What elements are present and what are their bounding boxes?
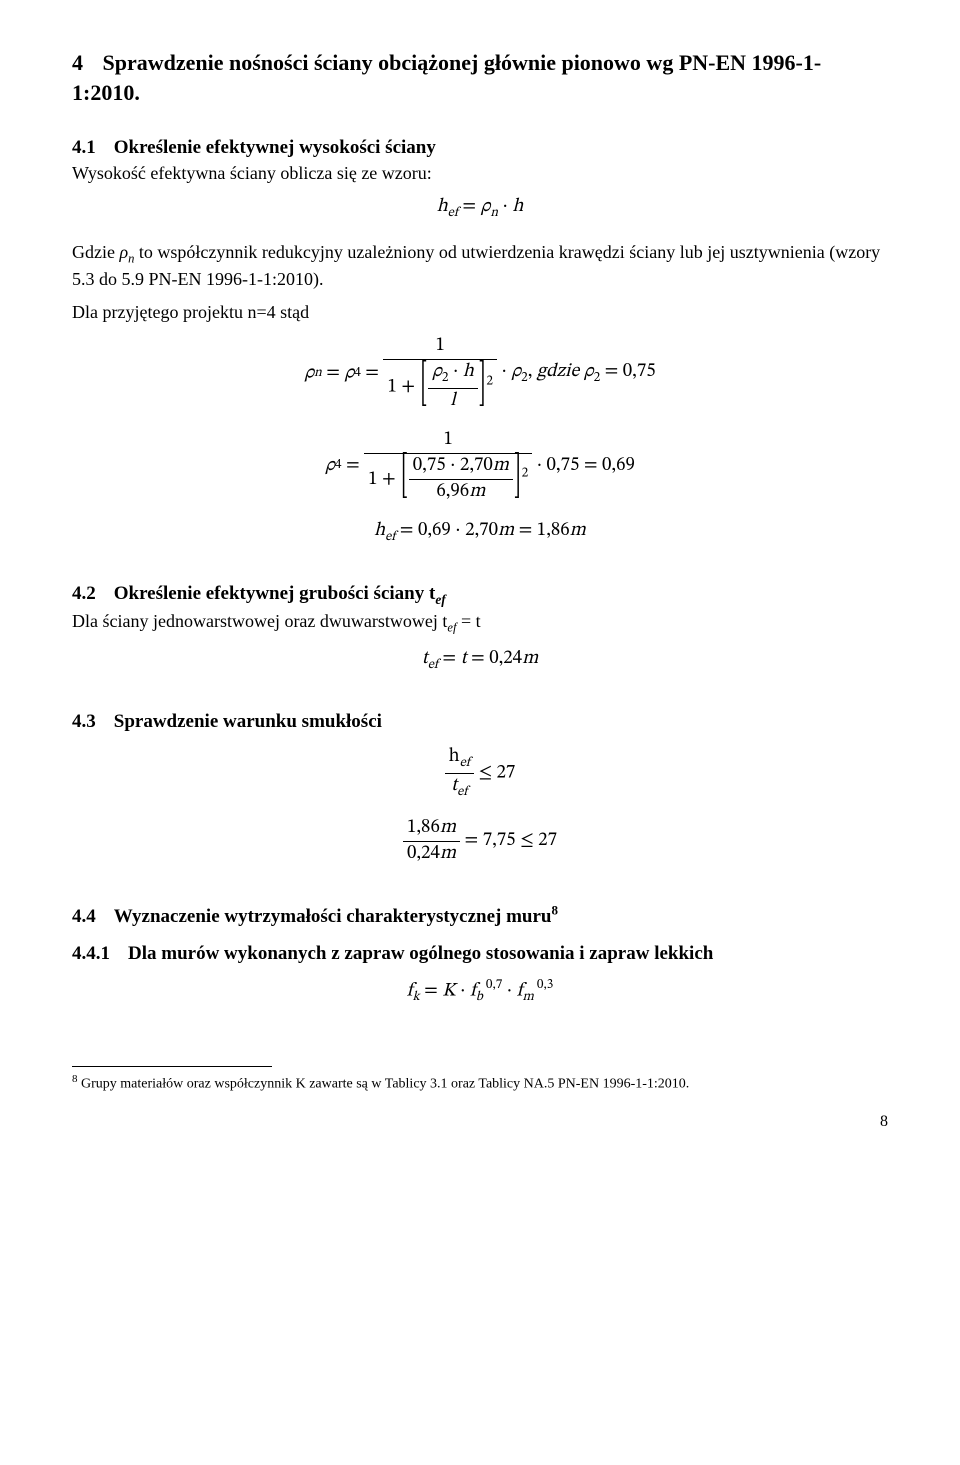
section-4-2-title: Określenie efektywnej grubości ściany te… <box>114 583 446 604</box>
eq-hef-val: hef = 0,69 · 2,70m = 1,86m <box>72 521 888 545</box>
s4-2-intro-pre: Dla ściany jednowarstwowej oraz dwuwarst… <box>72 611 447 631</box>
section-4-3-number: 4.3 <box>72 711 96 732</box>
section-4-1-number: 4.1 <box>72 137 96 158</box>
footnote-separator <box>72 1066 272 1067</box>
gdzie-post: to współczynnik redukcyjny uzależniony o… <box>72 242 880 290</box>
footnote-8-text: Grupy materiałów oraz współczynnik K zaw… <box>78 1076 690 1091</box>
section-4-2-title-sub: ef <box>435 592 445 607</box>
section-4-2-number: 4.2 <box>72 583 96 604</box>
section-4-4: 4.4 Wyznaczenie wytrzymałości charaktery… <box>72 901 888 929</box>
eq-rho-n: ρn = ρ4 = 1 1 + [ρ2 · hl]2 · ρ2, gdzie ρ… <box>72 336 888 412</box>
page-number: 8 <box>72 1111 888 1133</box>
section-4-number: 4 <box>72 48 83 78</box>
section-4-3-title: Sprawdzenie warunku smukłości <box>114 711 382 732</box>
eq-slender-ratio: hef tef ≤ 27 <box>72 747 888 801</box>
eq-rho-4: ρ4 = 1 1 + [0,75 · 2,70m6,96m]2 · 0,75 =… <box>72 430 888 503</box>
eq-tef: tef = t = 0,24m <box>72 649 888 673</box>
gdzie-pre: Gdzie <box>72 242 119 262</box>
section-4-4-number: 4.4 <box>72 906 96 927</box>
footnote-ref-8: 8 <box>552 902 559 917</box>
section-4-4-1-title: Dla murów wykonanych z zapraw ogólnego s… <box>128 943 713 964</box>
section-4-1-title: Określenie efektywnej wysokości ściany <box>114 137 436 158</box>
footnote-8: 8 Grupy materiałów oraz współczynnik K z… <box>72 1073 888 1093</box>
section-4-1-assume: Dla przyjętego projektu n=4 stąd <box>72 300 888 324</box>
section-4-title: Sprawdzenie nośności ściany obciążonej g… <box>72 50 821 105</box>
gdzie-rho-n: ρn <box>119 242 134 262</box>
section-4-1-intro: Wysokość efektywna ściany oblicza się ze… <box>72 161 888 185</box>
section-4-4-1-number: 4.4.1 <box>72 943 110 964</box>
eq-fk: fk = K · fb 0,7 · fm 0,3 <box>72 979 888 1006</box>
section-4-4-1: 4.4.1 Dla murów wykonanych z zapraw ogól… <box>72 941 888 1005</box>
section-4-4-title: Wyznaczenie wytrzymałości charakterystyc… <box>114 906 558 927</box>
section-4-3: 4.3 Sprawdzenie warunku smukłości hef te… <box>72 709 888 865</box>
section-4-4-title-text: Wyznaczenie wytrzymałości charakterystyc… <box>114 906 552 927</box>
section-4-2-title-text: Określenie efektywnej grubości ściany t <box>114 583 436 604</box>
section-4-2-intro: Dla ściany jednowarstwowej oraz dwuwarst… <box>72 609 888 637</box>
eq-hef-def: hef = ρn · h <box>72 197 888 221</box>
section-4-heading: 4 Sprawdzenie nośności ściany obciążonej… <box>72 48 888 107</box>
section-4-1-gdzie: Gdzie ρn to współczynnik redukcyjny uzal… <box>72 240 888 292</box>
eq-slender-val: 1,86m 0,24m = 7,75 ≤ 27 <box>72 818 888 865</box>
s4-2-intro-post: = t <box>456 611 480 631</box>
section-4-1: 4.1 Określenie efektywnej wysokości ścia… <box>72 135 888 545</box>
section-4-2: 4.2 Określenie efektywnej grubości ścian… <box>72 581 888 673</box>
